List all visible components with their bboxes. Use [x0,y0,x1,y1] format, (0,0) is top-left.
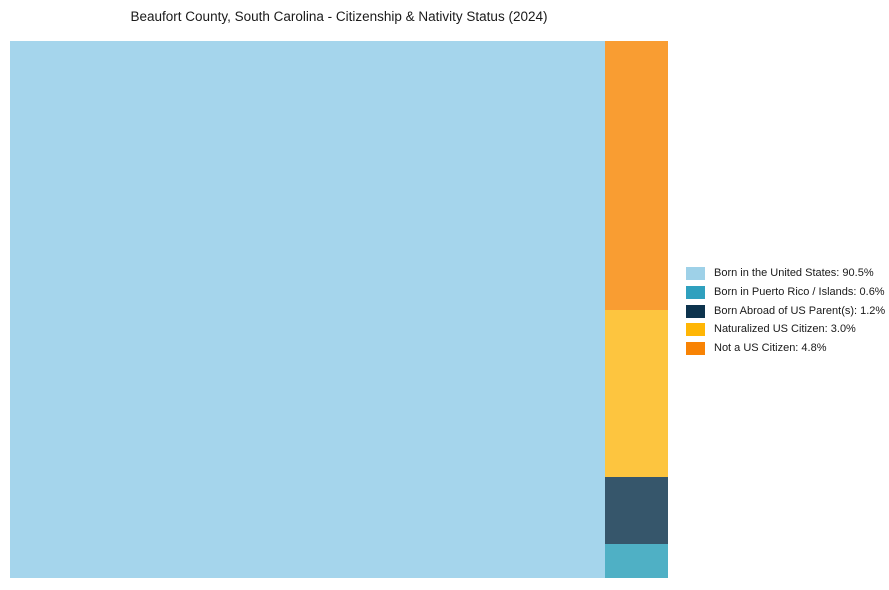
treemap-block-born-in-us [10,41,605,578]
legend: Born in the United States: 90.5% Born in… [686,267,885,361]
legend-label: Not a US Citizen: 4.8% [714,342,827,354]
legend-item: Naturalized US Citizen: 3.0% [686,323,885,337]
treemap-block-born-abroad-us-parents [604,477,668,545]
legend-swatch-born-puerto-rico-islands [686,285,705,299]
legend-swatch-not-a-us-citizen [686,342,705,355]
legend-label: Born in the United States: 90.5% [714,267,874,279]
treemap-block-naturalized-citizen [604,309,668,478]
legend-label: Born Abroad of US Parent(s): 1.2% [714,304,886,317]
legend-item: Born in the United States: 90.5% [686,267,885,280]
legend-swatch-born-abroad-us-parents [686,304,705,318]
legend-swatch-naturalized-citizen [686,323,705,337]
treemap-block-born-puerto-rico-islands [604,544,668,578]
treemap-plot [10,41,668,578]
treemap-right-column [604,41,668,578]
legend-item: Born Abroad of US Parent(s): 1.2% [686,304,886,318]
legend-item: Not a US Citizen: 4.8% [686,342,885,355]
legend-swatch-born-in-us [686,267,705,280]
treemap-block-not-a-us-citizen [604,41,668,310]
legend-item: Born in Puerto Rico / Islands: 0.6% [686,285,885,299]
chart-title: Beaufort County, South Carolina - Citize… [130,9,548,24]
legend-label: Naturalized US Citizen: 3.0% [714,323,856,336]
legend-label: Born in Puerto Rico / Islands: 0.6% [714,285,885,298]
